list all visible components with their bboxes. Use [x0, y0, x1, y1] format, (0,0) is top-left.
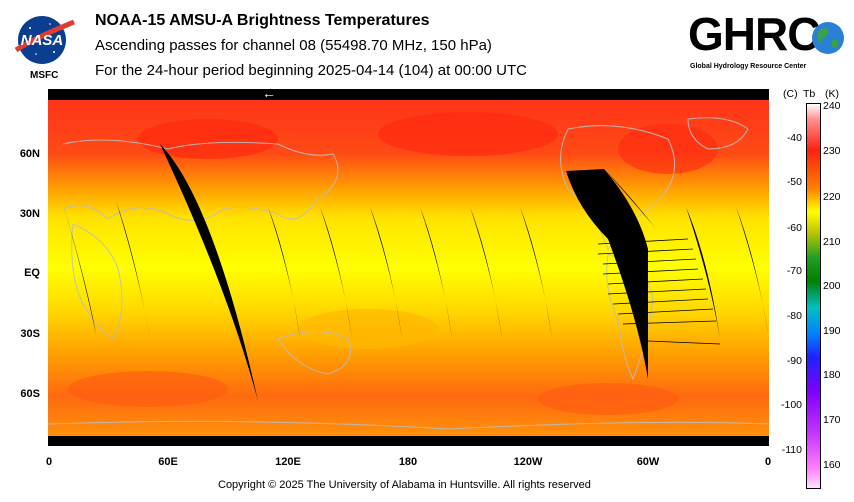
lon-label: 0 — [764, 456, 772, 468]
ghrc-logo: GHRC Global Hydrology Resource Center — [688, 8, 848, 76]
nasa-logo: NASA — [10, 10, 78, 80]
colorbar-header-k: (K) — [825, 88, 839, 100]
lon-label: 60W — [636, 456, 660, 468]
direction-arrow: ← — [262, 85, 276, 101]
nodata-bottom-bar — [48, 436, 769, 446]
lat-label: 30S — [20, 328, 40, 340]
celsius-tick: -110 — [781, 444, 802, 456]
msfc-label: MSFC — [30, 70, 59, 81]
kelvin-tick: 200 — [823, 280, 841, 292]
swath-gaps — [64, 144, 768, 401]
kelvin-tick: 170 — [823, 414, 841, 426]
colorbar — [806, 103, 821, 489]
lon-label: 120W — [513, 456, 543, 468]
chart-subtitle: Ascending passes for channel 08 (55498.7… — [95, 37, 492, 54]
celsius-tick: -100 — [780, 399, 802, 411]
celsius-tick: -80 — [786, 310, 802, 322]
colorbar-header-tb: Tb — [803, 88, 816, 100]
scan-lines — [597, 238, 721, 345]
warm-region — [538, 383, 678, 415]
kelvin-tick: 180 — [823, 369, 841, 381]
brightness-map — [48, 89, 769, 446]
kelvin-tick: 190 — [823, 325, 841, 337]
kelvin-tick: 240 — [823, 100, 841, 112]
lon-label: 60E — [158, 456, 178, 468]
warm-region — [298, 309, 438, 349]
kelvin-tick: 220 — [823, 191, 841, 203]
celsius-tick: -40 — [786, 132, 802, 144]
celsius-tick: -90 — [786, 355, 802, 367]
lat-label: 30N — [19, 208, 40, 220]
warm-region — [138, 119, 278, 159]
lon-label: 180 — [398, 456, 418, 468]
lat-label: 60S — [20, 388, 40, 400]
nodata-top-bar — [48, 89, 769, 100]
celsius-tick: -60 — [786, 222, 802, 234]
kelvin-tick: 230 — [823, 145, 841, 157]
period-label: For the 24-hour period beginning 2025-04… — [95, 62, 527, 79]
kelvin-tick: 160 — [823, 459, 841, 471]
chart-title: NOAA-15 AMSU-A Brightness Temperatures — [95, 12, 430, 29]
celsius-tick: -50 — [786, 176, 802, 188]
globe-icon — [812, 22, 844, 54]
warm-region — [68, 371, 228, 407]
lat-label: EQ — [24, 267, 40, 279]
swath-gap — [566, 169, 648, 379]
warm-region — [618, 124, 718, 174]
celsius-tick: -70 — [786, 265, 802, 277]
lon-label: 120E — [275, 456, 301, 468]
copyright-text: Copyright © 2025 The University of Alaba… — [218, 479, 591, 491]
lat-label: 60N — [19, 148, 40, 160]
kelvin-tick: 210 — [823, 236, 841, 248]
ghrc-subtitle: Global Hydrology Resource Center — [690, 63, 807, 70]
lon-label: 0 — [45, 456, 53, 468]
nasa-logo-text: NASA — [21, 32, 64, 49]
warm-region — [378, 112, 558, 156]
colorbar-header-c: (C) — [783, 88, 798, 100]
ghrc-logo-text: GHRC — [688, 8, 820, 60]
